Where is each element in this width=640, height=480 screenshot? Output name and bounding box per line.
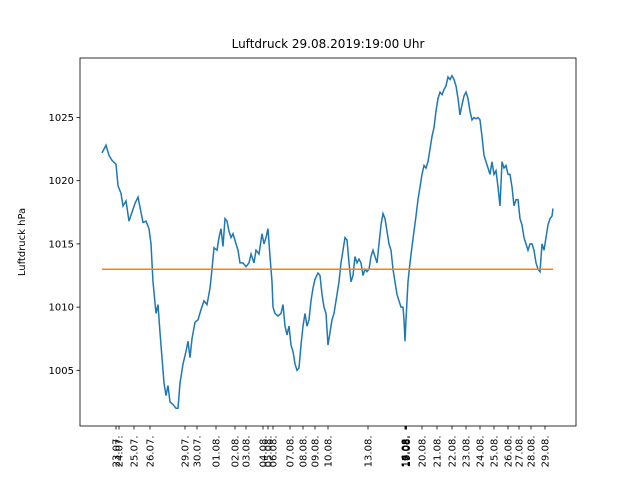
x-tick-label: 24.08. (476, 436, 487, 468)
x-tick-label: 30.07. (193, 436, 204, 468)
x-tick-label: 04.08. (259, 436, 270, 468)
plot-frame (79, 57, 577, 427)
x-tick-label: 07.08. (286, 436, 297, 468)
x-tick-label: 02.08. (231, 436, 242, 468)
y-tick-label: 1015 (49, 239, 74, 250)
x-tick-label: 08.08. (299, 436, 310, 468)
x-tick-label: 13.08. (364, 436, 375, 468)
x-tick-label: 10.08. (324, 436, 335, 468)
y-tick-label: 1020 (49, 176, 74, 187)
x-tick-label: 17.08. (401, 436, 412, 468)
x-tick-label: 25.07. (130, 436, 141, 468)
x-tick-label: 26.08. (504, 436, 515, 468)
x-tick-label: 22.08. (448, 436, 459, 468)
x-tick-label: 19.08. (402, 436, 413, 468)
x-tick-label: 26.07. (146, 436, 157, 468)
y-axis-label: Luftdruck hPa (17, 208, 28, 276)
x-tick-label: 27.08. (515, 436, 526, 468)
x-tick-label: 03.08. (242, 436, 253, 468)
x-tick-label: 01.08. (212, 436, 223, 468)
x-tick-label: 09.08. (311, 436, 322, 468)
x-tick-label: 25.08. (490, 436, 501, 468)
x-tick-label: 16.08. (401, 436, 412, 468)
x-tick-label: 05.08. (264, 436, 275, 468)
x-tick-label: 23.07. (112, 436, 123, 468)
x-tick-label: 29.07. (181, 436, 192, 468)
x-tick-label: 18.08. (402, 436, 413, 468)
x-tick-label: 20.08. (418, 436, 429, 468)
x-tick-label: 23.08. (462, 436, 473, 468)
x-tick-label: 28.08. (527, 436, 538, 468)
chart-title: Luftdruck 29.08.2019:19:00 Uhr (232, 37, 425, 51)
x-tick-label: 24.07. (115, 436, 126, 468)
line (101, 74, 554, 410)
x-tick-label: 29.08. (541, 436, 552, 468)
y-tick-label: 1025 (49, 113, 74, 124)
y-tick-label: 1010 (49, 303, 74, 314)
x-tick-label: 21.08. (433, 436, 444, 468)
x-tick-label: 06.08. (269, 436, 280, 468)
y-tick-label: 1005 (49, 366, 74, 377)
